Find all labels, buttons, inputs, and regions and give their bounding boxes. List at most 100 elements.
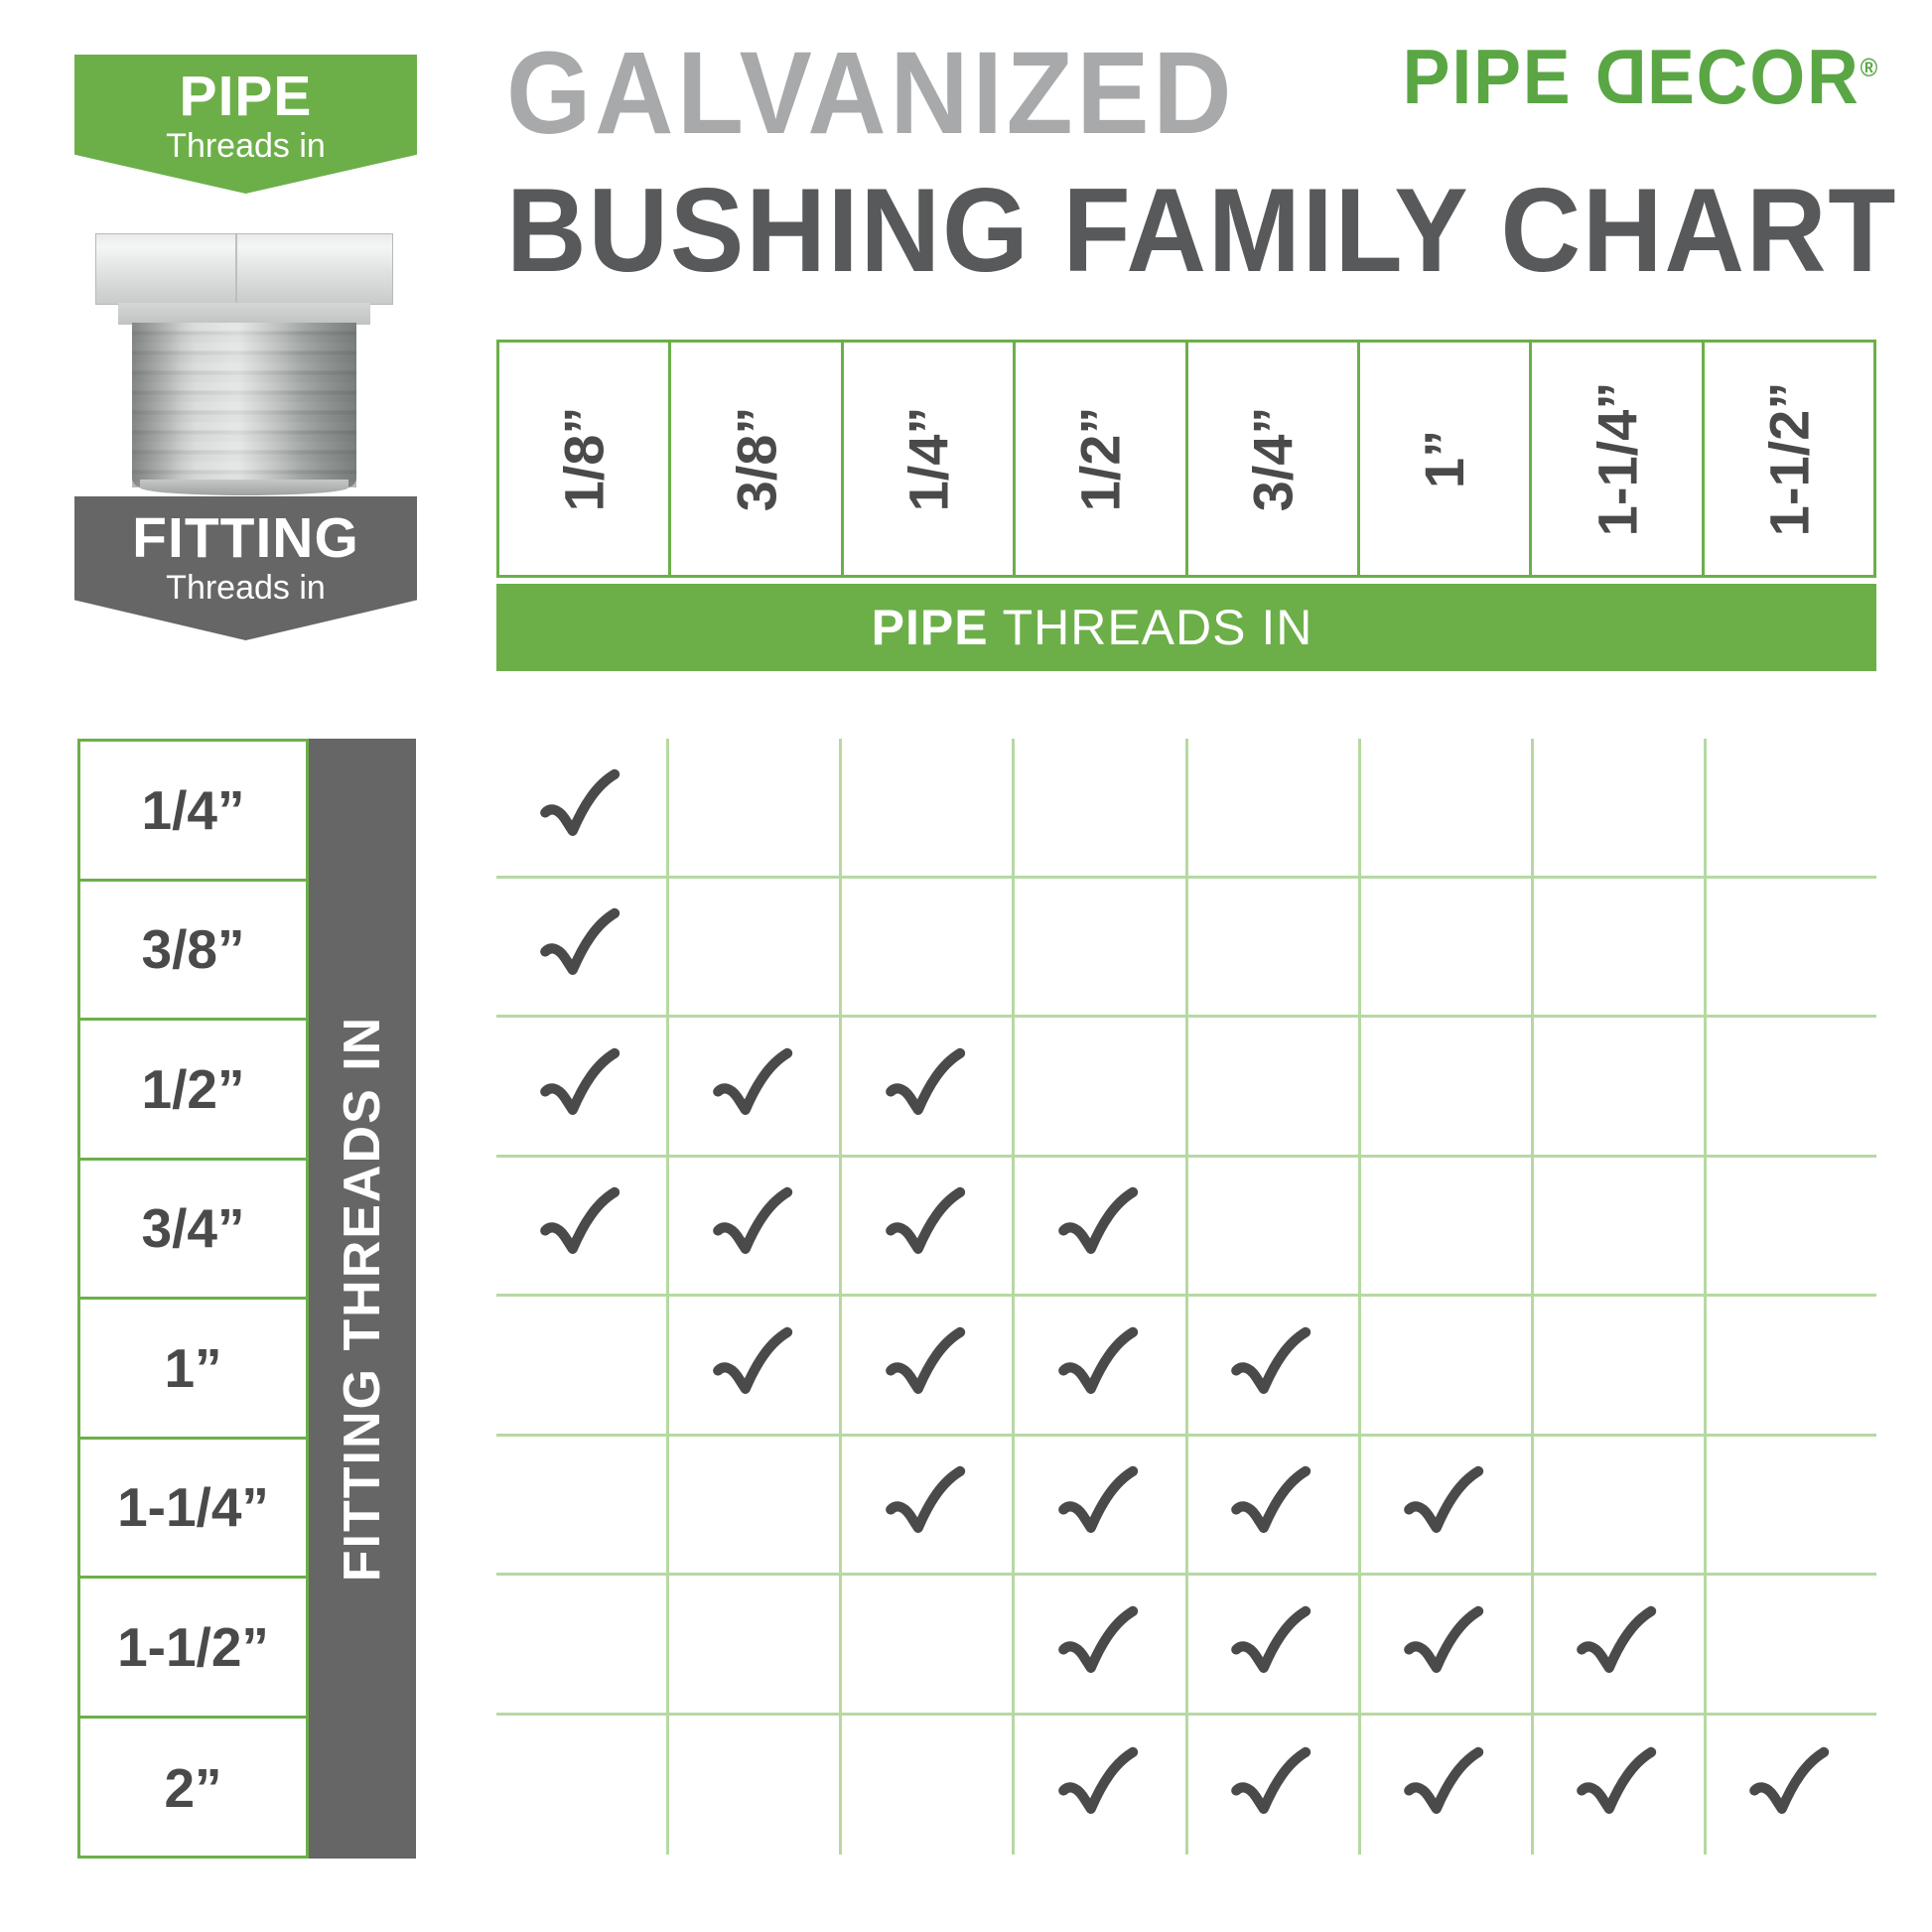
column-header-cell: 1-1/2” xyxy=(1705,343,1873,575)
brand-name-ecor: ECOR xyxy=(1646,33,1861,120)
matrix-cell xyxy=(1534,1436,1707,1573)
matrix-cell xyxy=(1707,1158,1876,1295)
table-row xyxy=(496,1715,1876,1855)
matrix-cell xyxy=(1015,878,1188,1015)
matrix-cell xyxy=(1188,739,1361,876)
check-icon xyxy=(1400,1458,1491,1550)
matrix-cell xyxy=(1534,739,1707,876)
check-icon xyxy=(882,1179,973,1271)
column-header-cell: 1” xyxy=(1360,343,1533,575)
matrix-cell xyxy=(1361,878,1534,1015)
row-header-cell: 1/2” xyxy=(80,1021,306,1161)
matrix-cell xyxy=(842,878,1016,1015)
brand-name-pipe: PIPE xyxy=(1402,33,1593,120)
column-header-label: 1-1/4” xyxy=(1585,381,1648,536)
table-row xyxy=(496,1576,1876,1716)
row-header-cell: 3/4” xyxy=(80,1161,306,1300)
column-header-label: 1/8” xyxy=(552,406,616,511)
check-icon xyxy=(709,1179,800,1271)
row-header-label: 1-1/2” xyxy=(117,1615,269,1678)
matrix-cell xyxy=(842,1715,1016,1855)
check-icon xyxy=(1745,1739,1837,1831)
matrix-cell xyxy=(1361,1297,1534,1434)
table-row xyxy=(496,878,1876,1018)
check-icon xyxy=(709,1319,800,1411)
matrix-cell xyxy=(669,1018,843,1155)
bushing-bottom-rim xyxy=(140,480,348,495)
matrix-cell xyxy=(1707,739,1876,876)
table-row xyxy=(496,1157,1876,1297)
check-icon xyxy=(709,1040,800,1132)
matrix-cell xyxy=(496,1576,670,1713)
check-icon xyxy=(1054,1179,1146,1271)
matrix-cell xyxy=(1361,1157,1534,1294)
matrix-cell xyxy=(669,878,843,1015)
matrix-cell xyxy=(842,1297,1016,1434)
matrix-cell xyxy=(669,1436,843,1573)
matrix-cell xyxy=(842,1157,1016,1294)
title-line-galvanized: GALVANIZED xyxy=(506,28,1236,159)
matrix-cell xyxy=(842,1436,1016,1573)
check-icon xyxy=(1400,1598,1491,1690)
matrix-cell xyxy=(669,1576,843,1713)
legend-panel: PIPE Threads in FITTING Threads in xyxy=(74,55,417,670)
column-header-label: 3/8” xyxy=(725,406,788,511)
matrix-cell xyxy=(1015,1297,1188,1434)
check-icon xyxy=(536,900,627,992)
column-header-label: 1/2” xyxy=(1068,406,1132,511)
row-header-cell: 1-1/4” xyxy=(80,1440,306,1579)
matrix-cell xyxy=(496,739,670,876)
matrix-cell xyxy=(1188,1576,1361,1713)
column-header-cell: 1/8” xyxy=(499,343,672,575)
check-icon xyxy=(536,761,627,853)
check-icon xyxy=(1227,1598,1318,1690)
matrix-cell xyxy=(1188,1297,1361,1434)
column-header-cell: 3/4” xyxy=(1188,343,1360,575)
matrix-cell xyxy=(1015,1436,1188,1573)
bushing-hex-head xyxy=(95,233,393,305)
row-header-label: 2” xyxy=(164,1756,222,1819)
check-icon xyxy=(1227,1319,1318,1411)
legend-fitting-subtitle: Threads in xyxy=(166,569,326,607)
pipe-threads-in-band: PIPE THREADS IN xyxy=(496,584,1876,671)
registered-trademark-icon: ® xyxy=(1860,53,1877,82)
brand-mirrored-d-icon: D xyxy=(1592,33,1647,120)
check-icon xyxy=(1227,1458,1318,1550)
matrix-cell xyxy=(1015,1715,1188,1855)
matrix-cell xyxy=(669,1157,843,1294)
matrix-cell xyxy=(1534,1018,1707,1155)
row-header-label: 1-1/4” xyxy=(117,1476,269,1539)
legend-pipe-subtitle: Threads in xyxy=(166,127,326,165)
matrix-cell xyxy=(496,878,670,1015)
matrix-cell xyxy=(496,1157,670,1294)
matrix-cell xyxy=(669,1715,843,1855)
check-icon xyxy=(1573,1598,1664,1690)
check-icon xyxy=(1400,1739,1491,1831)
galvanized-hex-bushing-image xyxy=(92,196,395,513)
matrix-cell xyxy=(1188,878,1361,1015)
table-row xyxy=(496,739,1876,879)
matrix-cell xyxy=(1707,1297,1876,1434)
column-header-cell: 1/2” xyxy=(1016,343,1188,575)
matrix-cell xyxy=(1361,1715,1534,1855)
check-icon xyxy=(1054,1598,1146,1690)
check-icon xyxy=(1227,1739,1318,1831)
matrix-cell xyxy=(1534,1576,1707,1713)
table-row xyxy=(496,1436,1876,1576)
row-header-label: 3/8” xyxy=(141,918,245,981)
check-icon xyxy=(882,1458,973,1550)
matrix-cell xyxy=(496,1436,670,1573)
pipe-decor-logo: PIPE DECOR® xyxy=(1402,33,1877,120)
legend-pipe-title: PIPE xyxy=(179,65,313,128)
matrix-cell xyxy=(1015,1576,1188,1713)
matrix-cell xyxy=(1361,739,1534,876)
row-header-label: 1/2” xyxy=(141,1057,245,1120)
matrix-cell xyxy=(1015,739,1188,876)
row-header-cell: 1-1/2” xyxy=(80,1579,306,1719)
column-header-cell: 1-1/4” xyxy=(1532,343,1705,575)
matrix-cell xyxy=(669,739,843,876)
row-header-label: 1” xyxy=(164,1336,222,1399)
matrix-cell xyxy=(1534,1297,1707,1434)
matrix-cell xyxy=(1707,879,1876,1016)
matrix-cell xyxy=(1361,1436,1534,1573)
